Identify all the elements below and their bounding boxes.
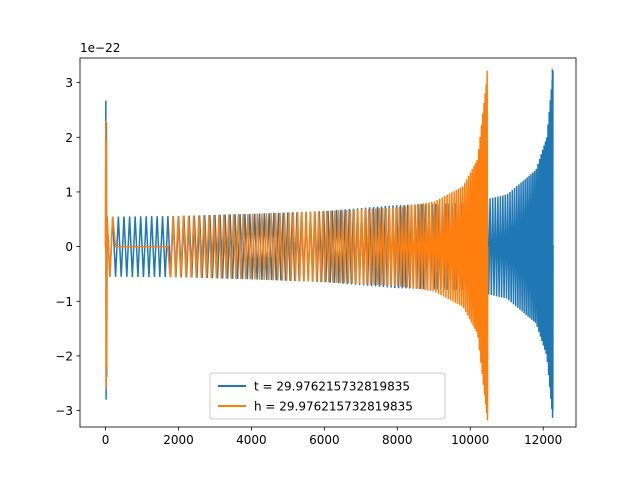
y-tick-label: −1 <box>55 295 73 309</box>
legend-box <box>209 372 446 420</box>
x-axis: 0 2000 4000 6000 8000 10000 12000 <box>102 427 562 447</box>
x-tick-label: 6000 <box>309 433 340 447</box>
x-tick-label: 4000 <box>236 433 267 447</box>
axes-frame <box>79 57 577 428</box>
legend: t = 29.976215732819835 h = 29.97621573281… <box>209 372 446 420</box>
series-line-h <box>104 70 489 421</box>
x-tick-label: 12000 <box>524 433 562 447</box>
legend-label: t = 29.976215732819835 <box>254 380 410 394</box>
y-tick-label: 1 <box>65 185 73 199</box>
y-tick-label: 2 <box>65 131 73 145</box>
x-tick-label: 2000 <box>163 433 194 447</box>
y-tick-label: −2 <box>55 349 73 363</box>
y-axis: −3 −2 −1 0 1 2 3 <box>55 76 80 418</box>
y-axis-offset-label: 1e−22 <box>80 41 120 55</box>
x-tick-label: 8000 <box>382 433 413 447</box>
legend-label: h = 29.976215732819835 <box>254 400 413 414</box>
y-tick-label: 3 <box>65 76 73 90</box>
y-tick-label: −3 <box>55 404 73 418</box>
x-tick-label: 0 <box>102 433 110 447</box>
y-tick-label: 0 <box>65 240 73 254</box>
plot-area <box>104 68 555 421</box>
x-tick-label: 10000 <box>451 433 489 447</box>
